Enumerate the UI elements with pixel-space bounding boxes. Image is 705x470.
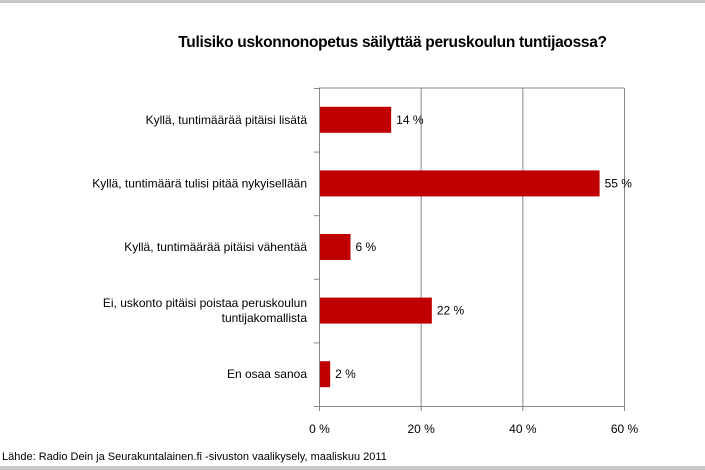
category-label: Kyllä, tuntimäärää pitäisi lisätä <box>146 113 308 127</box>
frame-bottom-border <box>0 466 705 470</box>
data-label: 22 % <box>437 304 465 318</box>
bar <box>320 361 331 388</box>
category-label: Ei, uskonto pitäisi poistaa peruskoulun <box>103 296 307 310</box>
x-tick-label: 40 % <box>509 422 537 436</box>
data-label: 6 % <box>356 240 377 254</box>
data-label: 2 % <box>335 367 356 381</box>
bar <box>320 234 351 260</box>
bar <box>320 297 432 324</box>
bar <box>320 106 392 133</box>
category-label: tuntijakomallista <box>222 311 308 325</box>
x-tick-label: 0 % <box>309 422 330 436</box>
category-label: Kyllä, tuntimäärä tulisi pitää nykyisell… <box>92 176 307 190</box>
data-label: 14 % <box>396 113 424 127</box>
bar <box>320 170 600 197</box>
category-label: Kyllä, tuntimäärää pitäisi vähentää <box>124 240 307 254</box>
frame-top-border <box>0 0 705 3</box>
data-label: 55 % <box>605 176 633 190</box>
x-tick-label: 60 % <box>611 422 639 436</box>
category-label: En osaa sanoa <box>227 367 307 381</box>
x-tick-label: 20 % <box>407 422 435 436</box>
source-note: Lähde: Radio Dein ja Seurakuntalainen.fi… <box>2 451 387 463</box>
chart-title: Tulisiko uskonnonopetus säilyttää perusk… <box>178 34 607 51</box>
